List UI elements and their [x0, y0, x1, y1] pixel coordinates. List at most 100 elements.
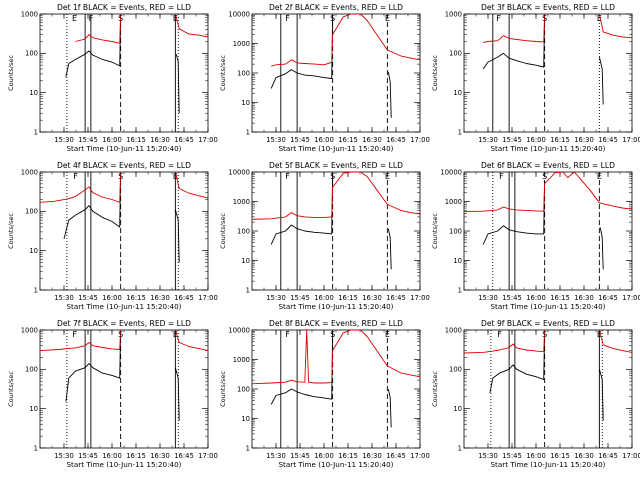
y-tick-label: 1: [246, 444, 250, 452]
flag-label: F: [499, 172, 504, 181]
events-series-line: [599, 227, 604, 270]
y-tick-label: 100: [449, 50, 462, 58]
plot-frame: [39, 13, 209, 133]
x-axis-label: Start Time (10-Jun-11 15:20:40): [490, 460, 605, 469]
x-tick-label: 17:00: [198, 452, 218, 460]
lld-series-line: [252, 330, 420, 385]
x-tick-label: 16:15: [126, 294, 146, 302]
events-series-line: [174, 367, 180, 421]
x-axis-label: Start Time (10-Jun-11 15:20:40): [66, 144, 181, 153]
x-tick-label: 16:45: [386, 294, 406, 302]
x-tick-label: 17:00: [410, 294, 430, 302]
lld-series-line: [598, 14, 632, 39]
flag-label: E: [597, 330, 602, 339]
detector-panel-9: Det 9f BLACK = Events, RED = LLD Counts/s…: [431, 319, 640, 469]
y-tick-label: 10: [29, 89, 38, 97]
events-series-line: [174, 209, 180, 263]
x-tick-label: 16:30: [150, 452, 170, 460]
x-tick-label: 17:00: [622, 452, 640, 460]
plot-frame: [463, 13, 633, 133]
y-tick-label: 10: [241, 415, 250, 423]
x-tick-label: 16:15: [126, 136, 146, 144]
x-tick-label: 16:45: [386, 136, 406, 144]
flag-label: S: [542, 14, 547, 23]
panel-title: Det 8f BLACK = Events, RED = LLD: [269, 319, 403, 328]
y-tick-label: 1000: [21, 168, 38, 176]
x-tick-label: 16:30: [574, 452, 594, 460]
x-tick-label: 17:00: [198, 136, 218, 144]
events-series-line: [387, 388, 392, 428]
events-series-line: [482, 180, 546, 245]
y-tick-label: 1: [246, 286, 250, 294]
x-tick-label: 16:45: [598, 136, 618, 144]
flag-label: S: [118, 330, 123, 339]
detector-panel-7: Det 7f BLACK = Events, RED = LLD Counts/s…: [7, 319, 218, 469]
y-tick-label: 1: [458, 286, 462, 294]
x-tick-label: 16:30: [362, 452, 382, 460]
events-series-line: [175, 54, 180, 114]
x-tick-label: 15:45: [290, 136, 310, 144]
flag-label: F: [497, 330, 502, 339]
y-tick-label: 1: [458, 444, 462, 452]
lld-series-line: [174, 14, 208, 38]
events-series-line: [270, 15, 334, 89]
lld-series-line: [174, 330, 208, 352]
x-tick-label: 16:15: [338, 136, 358, 144]
y-axis-label: Counts/sec: [7, 371, 15, 407]
flag-label: S: [118, 172, 123, 181]
flag-label: F: [89, 14, 94, 23]
flag-label: E: [385, 14, 390, 23]
plot-frame: [463, 329, 633, 449]
events-series-line: [482, 17, 546, 70]
y-tick-label: 1000: [233, 40, 250, 48]
x-tick-label: 16:45: [174, 294, 194, 302]
x-tick-label: 15:30: [478, 452, 498, 460]
detector-panel-1: Det 1f BLACK = Events, RED = LLD Counts/s…: [7, 3, 218, 153]
x-tick-label: 15:45: [78, 294, 98, 302]
x-tick-label: 15:30: [54, 136, 74, 144]
flag-label: S: [542, 172, 547, 181]
events-series-line: [598, 369, 604, 421]
y-axis-label: Counts/sec: [219, 55, 227, 91]
x-tick-label: 16:30: [362, 294, 382, 302]
plot-frame: [39, 329, 209, 449]
panel-title: Det 2f BLACK = Events, RED = LLD: [269, 3, 403, 12]
detector-panel-8: Det 8f BLACK = Events, RED = LLD Counts/s…: [219, 319, 430, 469]
y-tick-label: 1: [34, 128, 38, 136]
y-tick-label: 10: [453, 257, 462, 265]
x-tick-label: 16:45: [598, 294, 618, 302]
plot-frame: [251, 171, 421, 291]
x-tick-label: 15:45: [290, 294, 310, 302]
x-tick-label: 16:30: [362, 136, 382, 144]
x-tick-label: 16:00: [102, 136, 122, 144]
y-tick-label: 10000: [440, 168, 462, 176]
y-tick-label: 10: [453, 89, 462, 97]
flag-label: S: [330, 172, 335, 181]
lld-series-line: [75, 14, 122, 44]
events-series-line: [489, 333, 546, 394]
events-series-line: [598, 56, 604, 105]
y-tick-label: 1000: [445, 10, 462, 18]
x-tick-label: 16:15: [550, 452, 570, 460]
panel-title: Det 7f BLACK = Events, RED = LLD: [57, 319, 191, 328]
events-series-line: [387, 71, 392, 118]
x-tick-label: 17:00: [410, 136, 430, 144]
panel-title: Det 4f BLACK = Events, RED = LLD: [57, 161, 191, 170]
x-tick-label: 15:30: [266, 136, 286, 144]
plot-frame: [463, 171, 633, 291]
lld-series-line: [174, 172, 208, 199]
x-axis-label: Start Time (10-Jun-11 15:20:40): [490, 302, 605, 311]
x-tick-label: 16:30: [574, 136, 594, 144]
x-tick-label: 16:00: [314, 136, 334, 144]
x-tick-label: 15:30: [478, 136, 498, 144]
y-tick-label: 100: [25, 366, 38, 374]
y-tick-label: 100: [25, 50, 38, 58]
panel-title: Det 5f BLACK = Events, RED = LLD: [269, 161, 403, 170]
x-tick-label: 15:30: [54, 294, 74, 302]
x-tick-label: 16:45: [598, 452, 618, 460]
x-tick-label: 16:15: [338, 294, 358, 302]
y-axis-label: Counts/sec: [219, 213, 227, 249]
x-tick-label: 16:15: [550, 136, 570, 144]
lld-series-line: [40, 172, 122, 203]
y-axis-label: Counts/sec: [7, 55, 15, 91]
